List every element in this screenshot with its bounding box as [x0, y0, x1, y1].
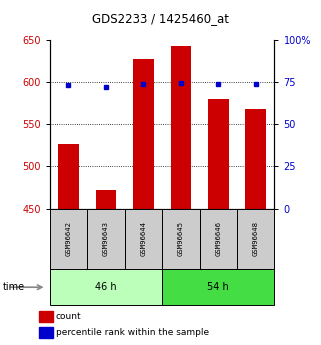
- Bar: [39, 310, 53, 322]
- Text: GSM96644: GSM96644: [140, 221, 146, 256]
- Text: 54 h: 54 h: [207, 282, 229, 292]
- Bar: [87, 209, 125, 269]
- Text: GSM96646: GSM96646: [215, 221, 221, 256]
- Bar: [170, 47, 191, 209]
- Text: 46 h: 46 h: [95, 282, 117, 292]
- Text: GDS2233 / 1425460_at: GDS2233 / 1425460_at: [92, 12, 229, 25]
- Text: count: count: [56, 312, 82, 321]
- Bar: [50, 209, 87, 269]
- Bar: [200, 209, 237, 269]
- Bar: [162, 269, 274, 305]
- Text: GSM96643: GSM96643: [103, 221, 109, 256]
- Bar: [125, 209, 162, 269]
- Bar: [133, 59, 154, 209]
- Bar: [246, 109, 266, 209]
- Text: time: time: [3, 282, 25, 292]
- Bar: [50, 269, 162, 305]
- Bar: [96, 190, 116, 209]
- Text: GSM96642: GSM96642: [65, 221, 72, 256]
- Bar: [39, 327, 53, 338]
- Text: GSM96648: GSM96648: [253, 221, 259, 256]
- Bar: [162, 209, 200, 269]
- Bar: [237, 209, 274, 269]
- Bar: [208, 99, 229, 209]
- Text: GSM96645: GSM96645: [178, 221, 184, 256]
- Text: percentile rank within the sample: percentile rank within the sample: [56, 328, 209, 337]
- Bar: [58, 144, 79, 209]
